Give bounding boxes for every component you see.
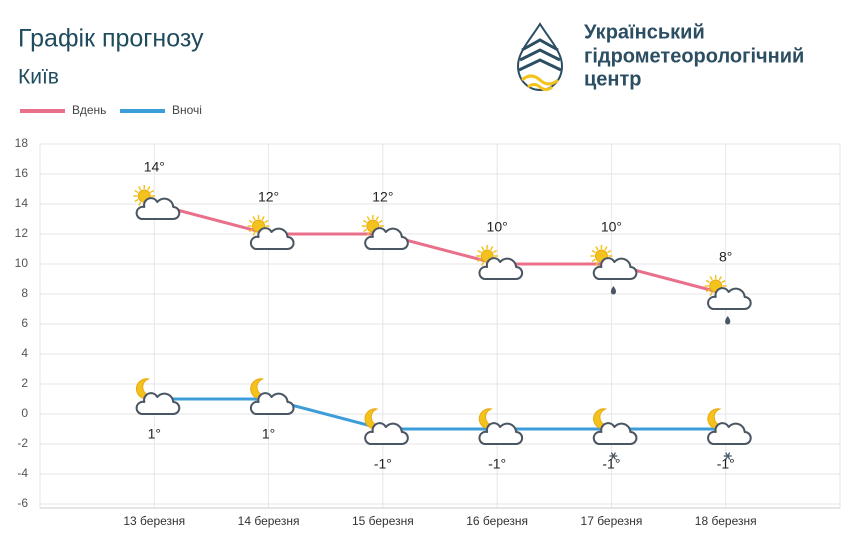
chart-title: Графік прогнозу	[18, 25, 204, 53]
series-line	[153, 202, 727, 296]
sun-ray	[705, 288, 711, 293]
data-label: 10°	[601, 219, 622, 235]
sun-ray	[604, 246, 608, 251]
y-tick-label: 14	[15, 196, 29, 210]
x-tick-label: 14 березня	[238, 514, 300, 528]
sun-ray	[134, 198, 139, 203]
sun-ray	[477, 249, 482, 254]
cloud-icon	[249, 392, 295, 415]
data-label: 1°	[148, 426, 161, 442]
sun-ray	[248, 228, 253, 233]
y-tick-label: 12	[15, 226, 29, 240]
snow-arm	[610, 452, 616, 460]
logo-text: центр	[584, 68, 642, 90]
data-label: 1°	[262, 426, 275, 442]
sun-ray	[134, 189, 139, 194]
legend-label: Вночі	[172, 103, 202, 117]
snow-icon	[609, 452, 618, 460]
y-tick-label: -2	[17, 436, 28, 450]
sun-ray	[489, 246, 494, 251]
cloud-icon	[592, 422, 638, 445]
y-tick-label: 10	[15, 256, 29, 270]
data-label: 8°	[719, 249, 732, 265]
logo-text: Український	[584, 21, 705, 43]
sun-ray	[709, 291, 713, 296]
sun-ray	[705, 279, 711, 284]
sun-ray	[138, 201, 142, 206]
sun-ray	[362, 219, 368, 224]
data-label: 12°	[258, 189, 279, 205]
cloud-icon	[707, 422, 752, 445]
logo-text: гідрометеорологічний	[584, 45, 804, 67]
sun-ray	[366, 216, 371, 221]
y-tick-label: 18	[15, 136, 29, 150]
snow-arm	[725, 452, 731, 460]
sun-ray	[378, 219, 383, 224]
sun-ray	[591, 249, 596, 254]
sun-ray	[607, 249, 612, 254]
legend-label: Вдень	[72, 103, 106, 117]
sun-ray	[709, 276, 713, 281]
sun-ray	[595, 261, 599, 266]
cloud-icon	[364, 227, 409, 250]
data-label: 14°	[144, 159, 165, 175]
data-label: -1°	[717, 456, 735, 472]
sun-ray	[477, 258, 482, 263]
sun-ray	[480, 261, 485, 266]
sun-ray	[591, 258, 596, 263]
y-tick-label: 2	[21, 376, 28, 390]
sun-ray	[375, 216, 380, 221]
sun-ray	[721, 279, 726, 284]
data-label: -1°	[488, 456, 506, 472]
cloud-icon	[135, 392, 181, 415]
sun-ray	[595, 246, 599, 251]
y-tick-label: 0	[21, 406, 28, 420]
cloud-icon	[478, 422, 524, 445]
sun-ray	[264, 219, 269, 224]
sun-ray	[252, 216, 256, 221]
y-tick-label: -6	[17, 496, 28, 510]
y-tick-label: 6	[21, 316, 28, 330]
logo-icon	[516, 22, 564, 92]
sun-ray	[261, 216, 265, 221]
y-tick-label: 4	[21, 346, 28, 360]
sun-ray	[492, 249, 498, 254]
rain-icon	[725, 316, 731, 325]
sun-ray	[366, 231, 371, 236]
cloud-icon	[478, 257, 524, 280]
y-tick-label: 8	[21, 286, 28, 300]
rain-icon	[610, 286, 616, 295]
snow-icon	[723, 452, 732, 460]
cloud-icon	[135, 197, 181, 220]
sun-ray	[147, 186, 151, 191]
x-tick-label: 18 березня	[695, 514, 757, 528]
x-tick-label: 13 березня	[123, 514, 185, 528]
cloud-icon	[592, 257, 638, 280]
data-label: 12°	[372, 189, 393, 205]
y-tick-label: -4	[17, 466, 28, 480]
chart-subtitle: Київ	[18, 66, 59, 89]
y-tick-label: 16	[15, 166, 29, 180]
sun-ray	[718, 276, 722, 281]
x-tick-label: 15 березня	[352, 514, 414, 528]
cloud-icon	[364, 422, 409, 445]
data-label: 10°	[487, 219, 508, 235]
sun-ray	[138, 186, 142, 191]
data-label: -1°	[602, 456, 620, 472]
cloud-icon	[707, 287, 752, 310]
sun-ray	[480, 246, 485, 251]
x-tick-label: 17 березня	[581, 514, 643, 528]
data-label: -1°	[374, 456, 392, 472]
cloud-icon	[249, 227, 295, 250]
sun-ray	[248, 219, 253, 224]
sun-ray	[252, 231, 256, 236]
sun-ray	[362, 228, 368, 233]
sun-ray	[149, 189, 155, 194]
x-tick-label: 16 березня	[466, 514, 528, 528]
